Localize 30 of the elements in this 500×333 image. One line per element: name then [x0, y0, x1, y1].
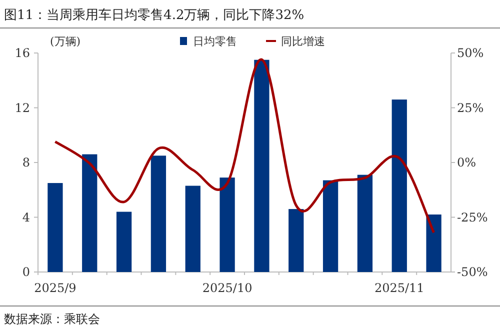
y2-tick-label: -50% [457, 265, 488, 279]
y-tick-label: 8 [22, 156, 30, 170]
y-tick-label: 16 [14, 46, 30, 60]
chart-title: 图11：当周乘用车日均零售4.2万辆，同比下降32% [4, 8, 304, 23]
bar [116, 212, 132, 272]
bar [392, 100, 407, 272]
bar [288, 209, 304, 272]
y-tick-label: 0 [22, 265, 30, 279]
x-tick-label: 2025/11 [374, 281, 424, 295]
x-tick-label: 2025/9 [34, 281, 76, 295]
y2-tick-label: 50% [457, 46, 484, 60]
legend-label: 日均零售 [193, 35, 237, 48]
bar [254, 60, 270, 272]
bar [150, 156, 166, 272]
bar [48, 183, 63, 272]
source-note: 数据来源：乘联会 [4, 312, 100, 326]
y2-tick-label: 0% [457, 156, 476, 170]
x-tick-label: 2025/10 [202, 281, 252, 295]
bar [82, 154, 98, 272]
y2-tick-label: -25% [457, 210, 488, 224]
y2-tick-label: 25% [457, 100, 484, 115]
y-tick-label: 12 [14, 100, 30, 115]
bar [426, 214, 442, 272]
bar [322, 180, 338, 272]
y-axis-title: (万辆) [50, 35, 81, 48]
y-tick-label: 4 [22, 210, 30, 224]
legend-label: 同比增速 [281, 35, 325, 48]
bar [220, 178, 235, 272]
bar [185, 186, 200, 272]
bar [357, 174, 373, 272]
